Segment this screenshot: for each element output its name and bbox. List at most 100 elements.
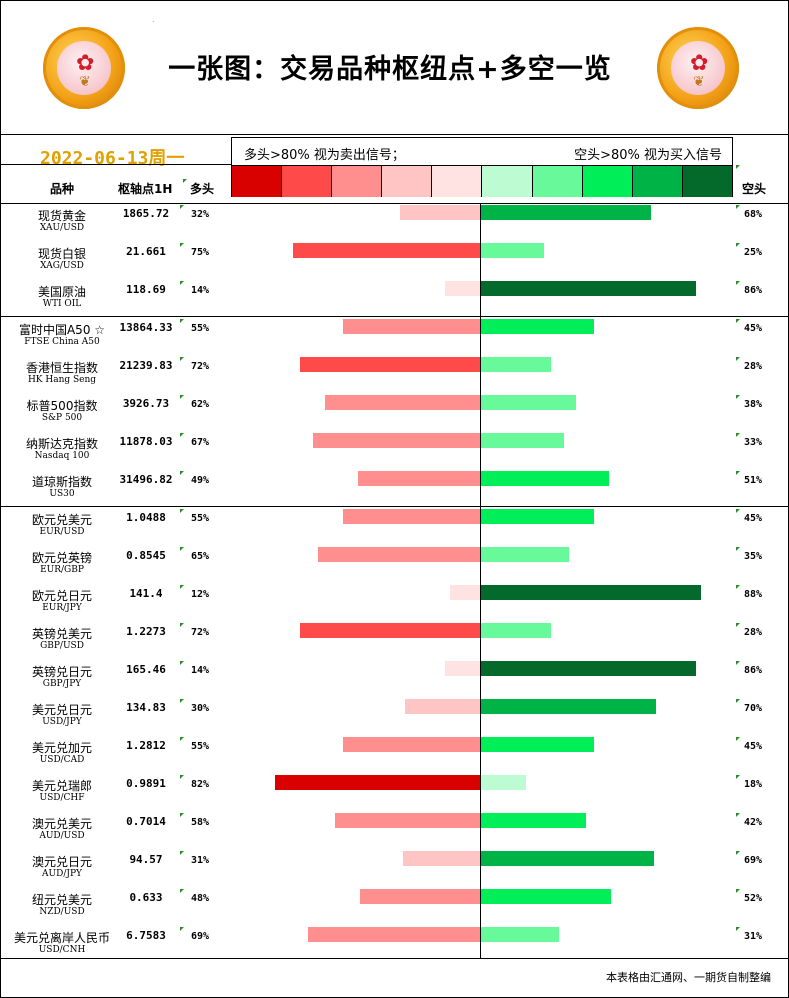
row-tick-icon [180, 585, 184, 589]
pivot-value: 141.4 [129, 587, 163, 600]
long-bar [317, 547, 480, 562]
instrument-symbol: AUD/USD [39, 831, 85, 841]
corner-tick-icon [183, 179, 187, 183]
row-tick-icon [736, 319, 740, 323]
report-date: 2022-06-13周一 [40, 148, 185, 169]
instrument-name: 香港恒生指数 [25, 361, 98, 375]
row-tick-icon [180, 433, 184, 437]
divider [0, 958, 789, 959]
instrument-symbol: GBP/USD [40, 641, 84, 651]
instrument-symbol: US30 [49, 489, 75, 499]
instrument-name: 英镑兑日元 [31, 665, 92, 679]
row-tick-icon [180, 471, 184, 475]
row-tick-icon [736, 813, 740, 817]
legend-swatch [432, 166, 483, 197]
instrument-name: 富时中国A50 ☆ [18, 323, 106, 337]
short-percent-label: 88% [744, 589, 763, 600]
row-tick-icon [736, 395, 740, 399]
row-tick-icon [180, 547, 184, 551]
short-bar [481, 737, 594, 752]
long-bar [400, 205, 480, 220]
row-tick-icon [180, 813, 184, 817]
short-bar [481, 889, 611, 904]
pivot-value: 1.2812 [126, 739, 166, 752]
row-tick-icon [736, 661, 740, 665]
instrument-symbol: EUR/JPY [42, 603, 82, 613]
short-percent-label: 35% [744, 551, 763, 562]
row-tick-icon [736, 433, 740, 437]
row-tick-icon [736, 927, 740, 931]
pivot-value: 0.7014 [126, 815, 166, 828]
column-header-pivot: 枢轴点1H [118, 182, 173, 196]
long-bar [300, 623, 480, 638]
long-percent-label: 82% [191, 779, 210, 790]
row-tick-icon [180, 395, 184, 399]
long-percent-label: 14% [191, 285, 210, 296]
logo-left-icon: ✿ ❦ [43, 27, 125, 109]
logo-right-icon: ✿ ❦ [657, 27, 739, 109]
row-tick-icon [180, 927, 184, 931]
short-percent-label: 51% [744, 475, 763, 486]
row-tick-icon [736, 699, 740, 703]
short-percent-label: 70% [744, 703, 763, 714]
row-tick-icon [736, 205, 740, 209]
long-percent-label: 30% [191, 703, 210, 714]
row-tick-icon [736, 737, 740, 741]
legend-swatch [532, 166, 583, 197]
instrument-name: 澳元兑美元 [31, 817, 92, 831]
instrument-symbol: USD/CNH [38, 945, 86, 955]
legend-swatch [682, 166, 732, 197]
instrument-name: 现货白银 [37, 247, 86, 261]
row-tick-icon [180, 357, 184, 361]
long-percent-label: 65% [191, 551, 210, 562]
divider [0, 203, 789, 204]
instrument-name: 现货黄金 [37, 209, 86, 223]
short-percent-label: 42% [744, 817, 763, 828]
instrument-symbol: EUR/GBP [40, 565, 84, 575]
short-bar [481, 243, 544, 258]
instrument-symbol: FTSE China A50 [24, 337, 100, 347]
instrument-name: 英镑兑美元 [31, 627, 92, 641]
instrument-name: 澳元兑日元 [31, 855, 92, 869]
short-bar [481, 357, 551, 372]
row-tick-icon [736, 357, 740, 361]
row-tick-icon [180, 509, 184, 513]
long-percent-label: 58% [191, 817, 210, 828]
short-bar [481, 585, 701, 600]
divider [0, 134, 789, 135]
row-tick-icon [736, 547, 740, 551]
row-tick-icon [180, 661, 184, 665]
short-bar [481, 205, 651, 220]
long-percent-label: 69% [191, 931, 210, 942]
row-tick-icon [180, 699, 184, 703]
long-percent-label: 72% [191, 627, 210, 638]
pivot-value: 21239.83 [119, 359, 173, 372]
long-bar [307, 927, 480, 942]
row-tick-icon [180, 243, 184, 247]
pivot-value: 3926.73 [122, 397, 170, 410]
pivot-value: 1865.72 [122, 207, 170, 220]
short-bar [481, 661, 696, 676]
row-tick-icon [180, 623, 184, 627]
pivot-value: 11878.03 [119, 435, 173, 448]
long-percent-label: 55% [191, 513, 210, 524]
short-percent-label: 86% [744, 285, 763, 296]
short-percent-label: 25% [744, 247, 763, 258]
row-tick-icon [180, 205, 184, 209]
short-percent-label: 68% [744, 209, 763, 220]
footer-credit: 本表格由汇通网、一期货自制整编 [606, 971, 771, 984]
short-percent-label: 45% [744, 741, 763, 752]
row-tick-icon [736, 585, 740, 589]
pivot-value: 31496.82 [119, 473, 173, 486]
pivot-value: 0.9891 [126, 777, 166, 790]
short-bar [481, 395, 576, 410]
zero-axis-line [480, 204, 481, 958]
short-bar [481, 851, 654, 866]
divider [0, 164, 231, 165]
long-percent-label: 67% [191, 437, 210, 448]
long-percent-label: 31% [191, 855, 210, 866]
short-percent-label: 45% [744, 323, 763, 334]
instrument-name: 美元兑离岸人民币 [13, 931, 110, 945]
short-percent-label: 52% [744, 893, 763, 904]
instrument-symbol: XAG/USD [40, 261, 84, 271]
